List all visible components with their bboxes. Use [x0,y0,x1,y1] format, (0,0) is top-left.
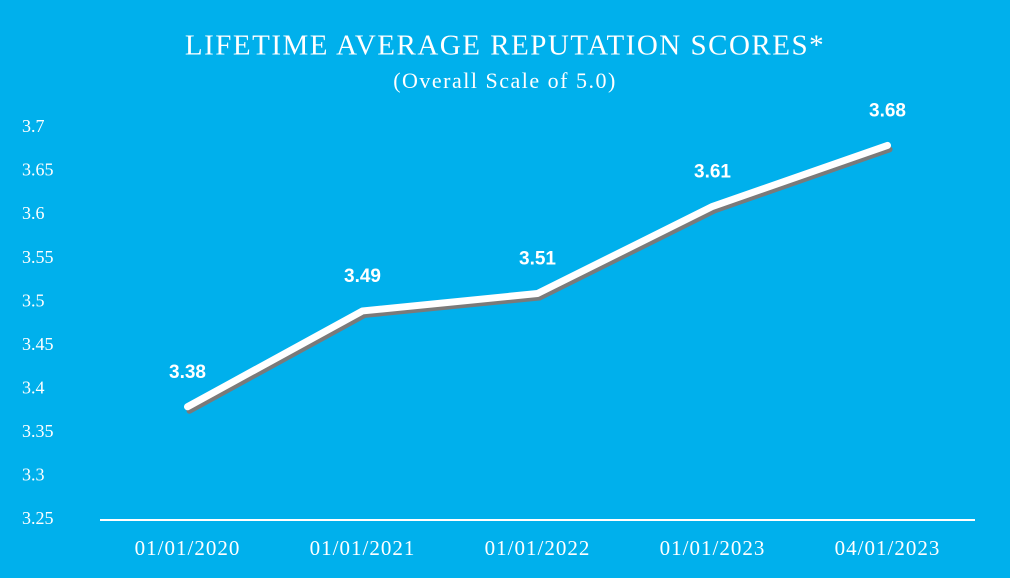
line-shadow [186,146,893,414]
data-label: 3.38 [169,362,206,383]
x-tick-label: 01/01/2021 [310,536,416,560]
y-tick-label: 3.25 [22,508,54,528]
y-tick-label: 3.45 [22,334,54,354]
y-tick-label: 3.5 [22,290,45,310]
chart-title: LIFETIME AVERAGE REPUTATION SCORES* [185,30,825,62]
x-tick-label: 01/01/2023 [660,536,766,560]
data-label: 3.68 [869,100,906,121]
data-label: 3.51 [519,249,556,270]
x-tick-label: 04/01/2023 [835,536,941,560]
y-tick-label: 3.55 [22,247,54,267]
y-tick-label: 3.6 [22,203,45,223]
chart-subtitle: (Overall Scale of 5.0) [393,68,617,93]
data-label: 3.49 [344,266,381,287]
x-tick-label: 01/01/2020 [135,536,241,560]
y-tick-label: 3.3 [22,465,45,485]
x-tick-label: 01/01/2022 [485,536,591,560]
line [184,141,891,411]
y-tick-label: 3.65 [22,160,54,180]
y-tick-label: 3.4 [22,377,45,397]
y-tick-label: 3.7 [22,116,45,136]
y-tick-label: 3.35 [22,421,54,441]
data-label: 3.61 [694,161,731,182]
